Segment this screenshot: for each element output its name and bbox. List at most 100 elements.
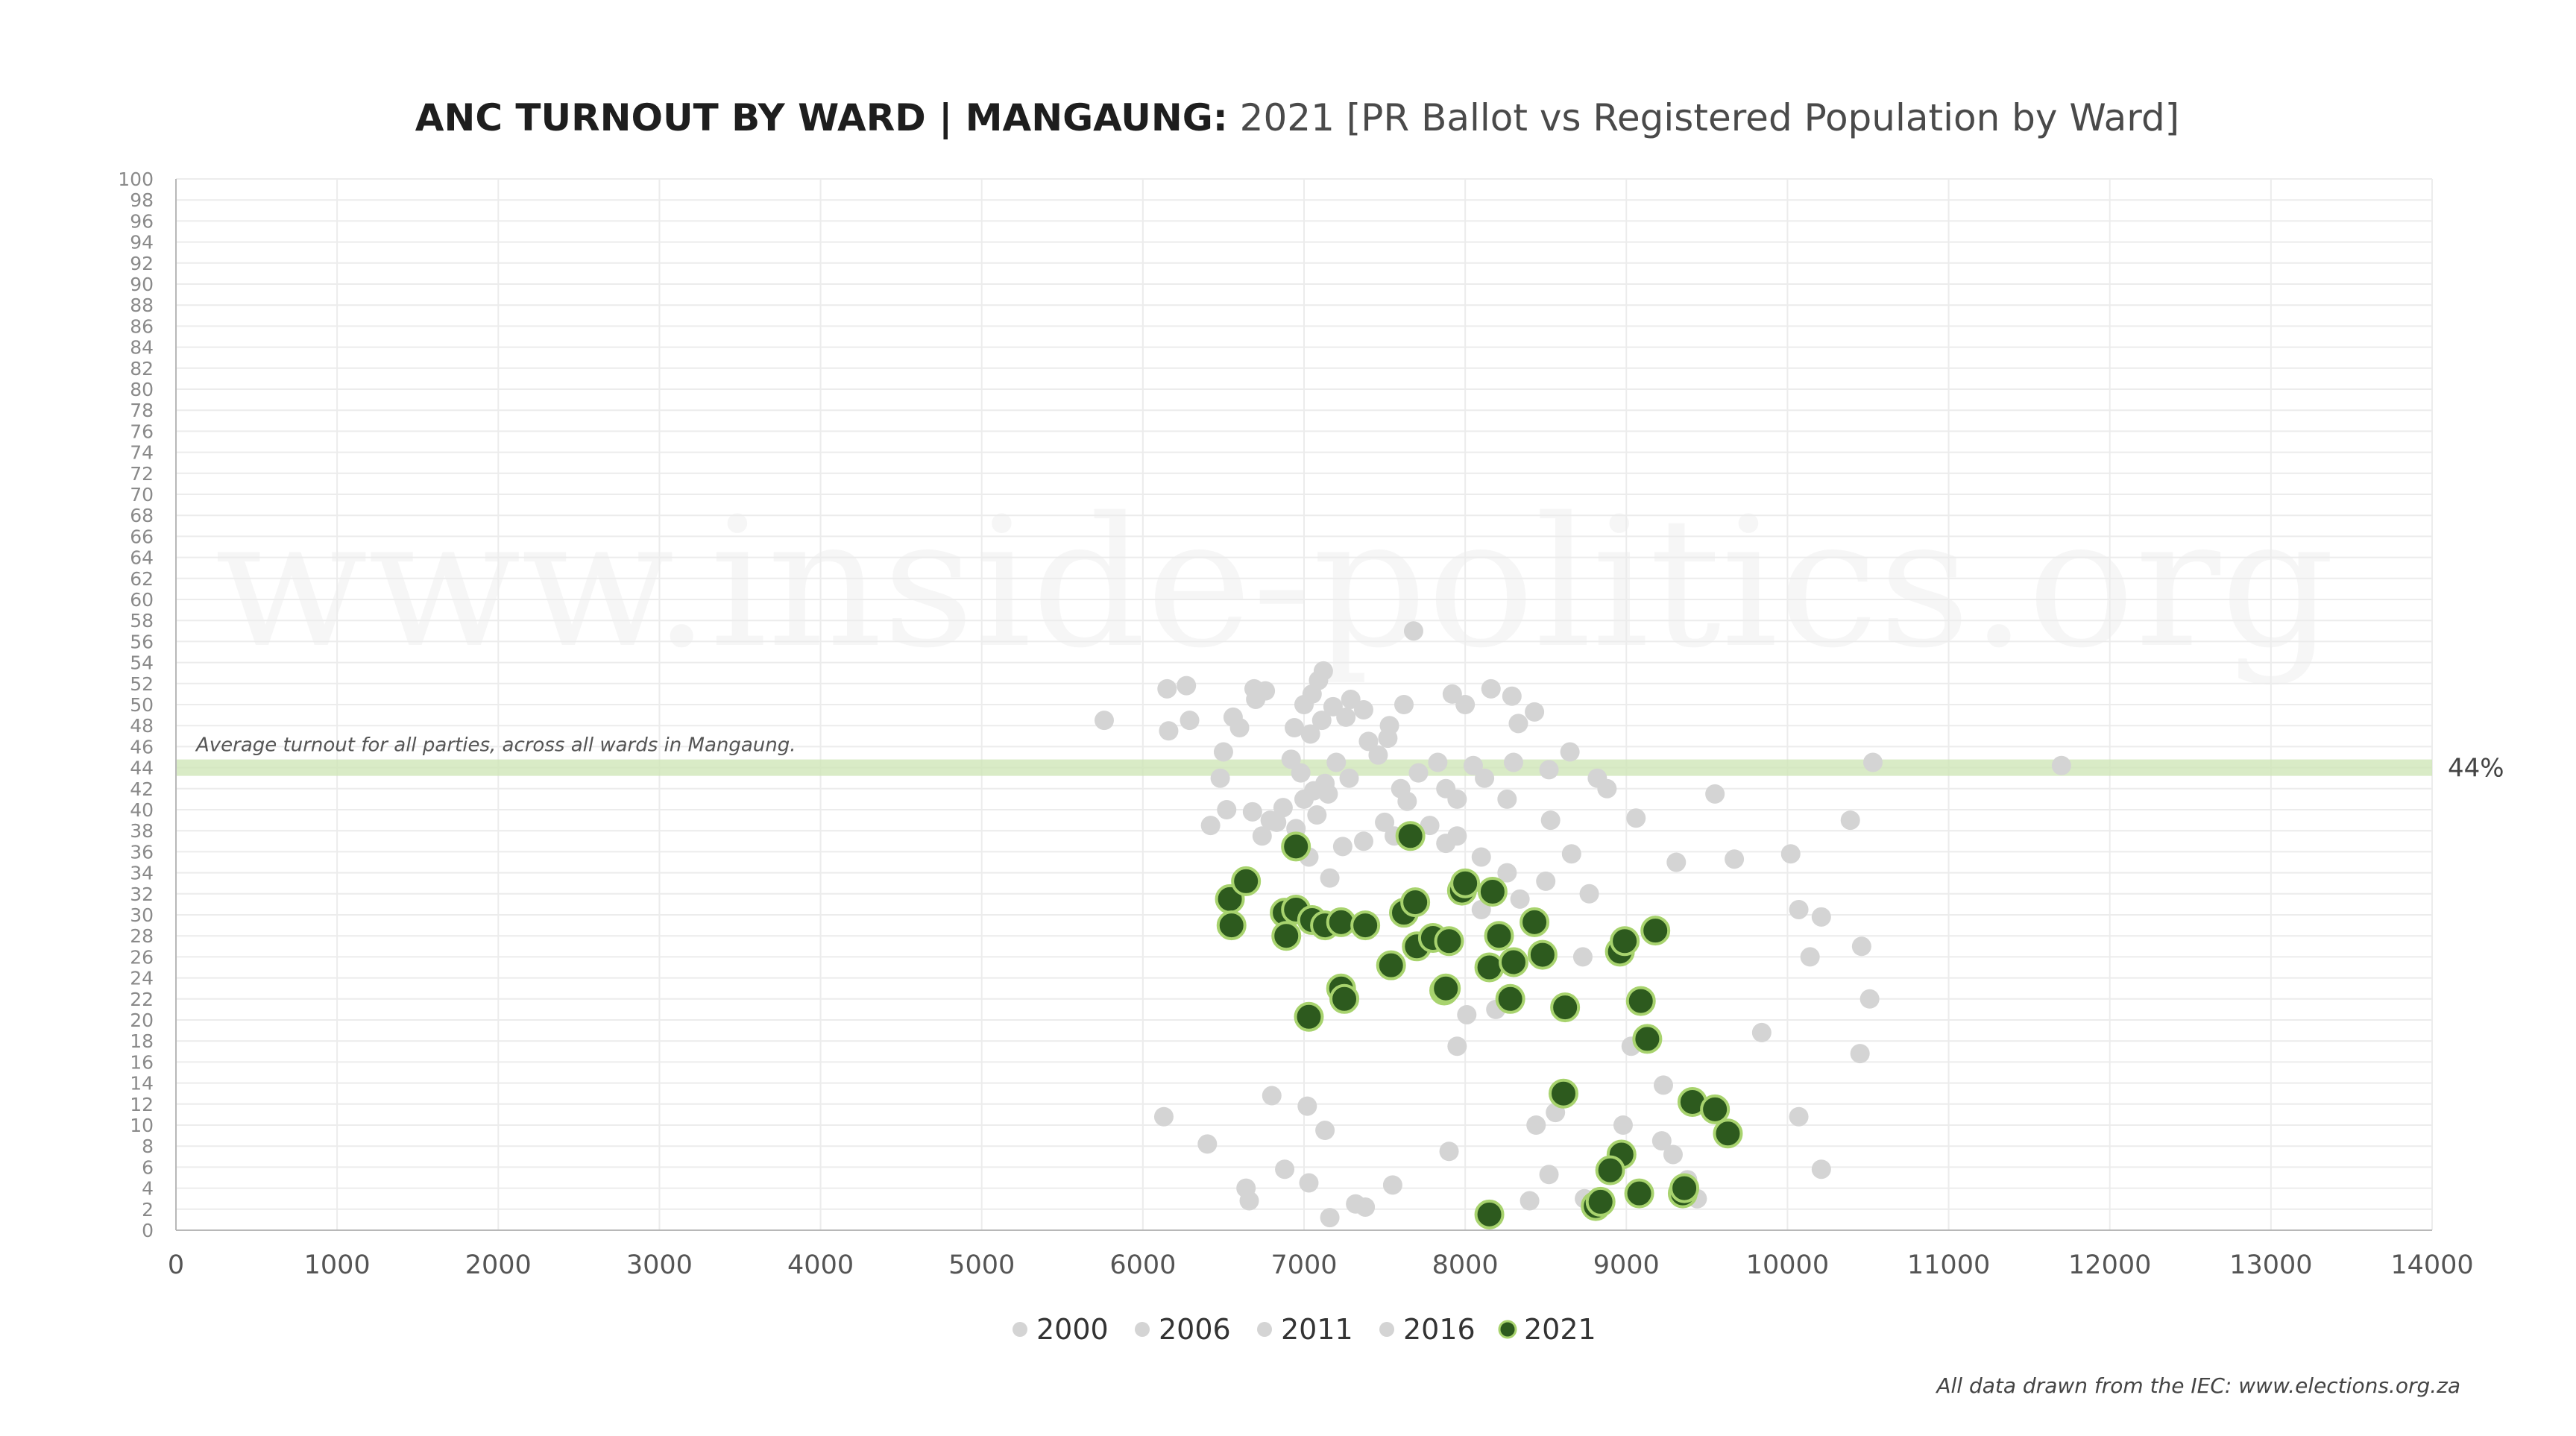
point-2006	[1463, 755, 1483, 775]
point-2021	[1376, 950, 1406, 980]
point-2011	[1666, 852, 1687, 872]
point-2021	[1350, 910, 1381, 941]
x-tick-label: 14000	[2390, 1250, 2473, 1280]
point-2021	[1640, 916, 1671, 946]
point-2016	[1572, 947, 1593, 967]
point-2006	[1378, 728, 1398, 749]
y-tick-label: 86	[130, 315, 154, 337]
legend-marker	[1257, 1322, 1272, 1337]
point-2021	[1231, 866, 1262, 896]
point-2021	[1632, 1024, 1663, 1054]
point-2006	[1210, 768, 1230, 788]
chart-title: ANC TURNOUT BY WARD | MANGAUNG: 2021 [PR…	[415, 96, 2179, 139]
point-2011	[1252, 826, 1272, 846]
point-2016	[1539, 1165, 1559, 1185]
x-tick-label: 6000	[1109, 1250, 1176, 1280]
point-2016	[1297, 1096, 1317, 1116]
point-2021	[1520, 907, 1550, 937]
point-2021	[1329, 983, 1360, 1014]
y-tick-label: 72	[130, 463, 154, 485]
y-tick-label: 82	[130, 358, 154, 380]
point-2011	[1705, 784, 1725, 804]
legend-item-2006: 2006	[1135, 1313, 1231, 1346]
point-2021	[1610, 926, 1640, 957]
y-tick-label: 38	[130, 820, 154, 842]
point-2016	[1457, 1004, 1477, 1024]
point-2000	[1481, 678, 1501, 699]
legend-label: 2016	[1403, 1313, 1476, 1346]
x-tick-label: 0	[168, 1250, 184, 1280]
point-2000	[1394, 695, 1414, 714]
point-2011	[1353, 831, 1373, 851]
point-2021	[1281, 831, 1311, 862]
average-line-note: Average turnout for all parties, across …	[195, 734, 796, 757]
point-2000	[1311, 711, 1332, 731]
point-2006	[1242, 802, 1262, 822]
y-tick-label: 30	[130, 904, 154, 926]
point-2021	[1700, 1094, 1731, 1124]
y-tick-label: 36	[130, 841, 154, 863]
y-tick-label: 28	[130, 925, 154, 947]
point-2006	[1291, 763, 1311, 783]
point-2016	[1439, 1141, 1459, 1162]
y-tick-label: 14	[130, 1073, 154, 1095]
y-tick-label: 64	[130, 547, 154, 569]
y-tick-label: 0	[142, 1220, 154, 1241]
y-tick-label: 40	[130, 799, 154, 821]
y-tick-label: 84	[130, 337, 154, 359]
point-2016	[1197, 1134, 1218, 1154]
point-2000	[1285, 718, 1305, 738]
point-2006	[1200, 816, 1221, 836]
legend-marker	[1135, 1322, 1150, 1337]
point-2011	[1840, 810, 1860, 831]
series-2011	[1252, 755, 2071, 909]
point-2016	[1859, 989, 1880, 1009]
y-tick-label: 78	[130, 400, 154, 421]
watermark: www.inside-politics.org	[215, 479, 2335, 687]
legend-label: 2006	[1159, 1313, 1231, 1346]
point-2021	[1326, 907, 1356, 937]
point-2000	[1455, 695, 1476, 714]
x-tick-label: 7000	[1270, 1250, 1337, 1280]
point-2016	[1382, 1175, 1402, 1195]
point-2006	[1326, 752, 1347, 772]
point-2016	[1651, 1131, 1672, 1151]
point-2021	[1495, 983, 1525, 1014]
point-2021	[1294, 1001, 1324, 1032]
point-2016	[1526, 1115, 1546, 1135]
point-2006	[1597, 778, 1617, 799]
point-2000	[1403, 621, 1423, 641]
y-tick-label: 98	[130, 189, 154, 211]
y-tick-label: 54	[130, 652, 154, 674]
point-2006	[1339, 768, 1359, 788]
y-tick-label: 62	[130, 568, 154, 590]
point-2006	[1358, 731, 1379, 752]
point-2000	[1442, 684, 1462, 704]
point-2000	[1180, 711, 1200, 731]
point-2000	[1502, 686, 1522, 706]
point-2021	[1474, 952, 1505, 983]
point-2016	[1275, 1159, 1295, 1180]
point-2016	[1751, 1022, 1772, 1042]
point-2000	[1336, 707, 1356, 727]
point-2016	[1520, 1191, 1540, 1211]
chart-title-bold: ANC TURNOUT BY WARD | MANGAUNG:	[415, 96, 1228, 139]
point-2016	[1299, 1173, 1319, 1193]
point-2011	[1375, 812, 1395, 832]
point-2006	[1428, 752, 1448, 772]
y-tick-label: 6	[142, 1156, 154, 1178]
y-tick-label: 18	[130, 1030, 154, 1052]
y-tick-label: 16	[130, 1051, 154, 1073]
point-2016	[1811, 907, 1831, 927]
point-2006	[1497, 789, 1517, 809]
x-tick-label: 5000	[948, 1250, 1015, 1280]
point-2000	[1159, 721, 1179, 741]
y-tick-label: 100	[118, 169, 154, 190]
point-2021	[1550, 992, 1581, 1023]
x-tick-label: 4000	[787, 1250, 854, 1280]
point-2021	[1625, 986, 1656, 1016]
y-tick-label: 24	[130, 968, 154, 989]
point-2011	[1780, 844, 1801, 864]
point-2011	[1561, 844, 1581, 864]
point-2016	[1320, 1208, 1340, 1228]
